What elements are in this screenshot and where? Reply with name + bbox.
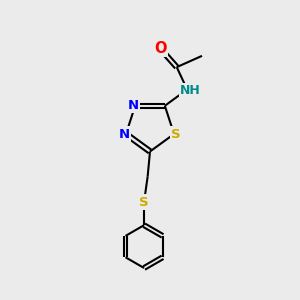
- Text: N: N: [128, 99, 139, 112]
- Text: N: N: [119, 128, 130, 140]
- Text: S: S: [139, 196, 149, 208]
- Text: NH: NH: [180, 84, 201, 98]
- Text: S: S: [171, 128, 180, 140]
- Text: O: O: [154, 41, 167, 56]
